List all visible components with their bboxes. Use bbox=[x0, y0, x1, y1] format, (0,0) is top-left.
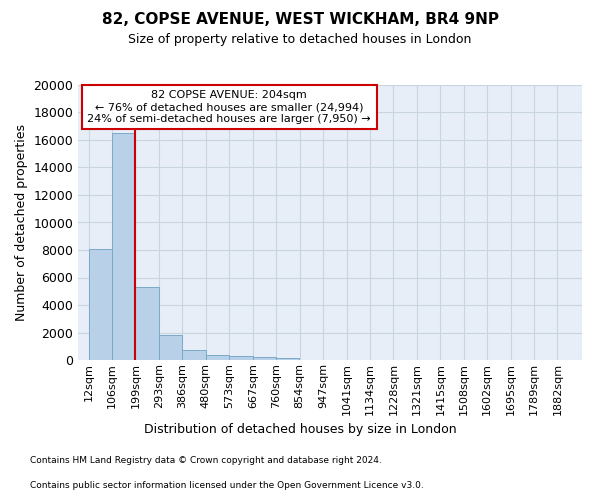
Bar bbox=[276, 358, 299, 360]
Bar bbox=[159, 334, 182, 360]
Bar bbox=[206, 355, 229, 360]
Bar bbox=[136, 287, 159, 360]
Bar bbox=[112, 133, 136, 360]
Text: 82, COPSE AVENUE, WEST WICKHAM, BR4 9NP: 82, COPSE AVENUE, WEST WICKHAM, BR4 9NP bbox=[101, 12, 499, 28]
Text: 82 COPSE AVENUE: 204sqm
← 76% of detached houses are smaller (24,994)
24% of sem: 82 COPSE AVENUE: 204sqm ← 76% of detache… bbox=[88, 90, 371, 124]
Text: Contains HM Land Registry data © Crown copyright and database right 2024.: Contains HM Land Registry data © Crown c… bbox=[30, 456, 382, 465]
Bar bbox=[89, 248, 112, 360]
Text: Contains public sector information licensed under the Open Government Licence v3: Contains public sector information licen… bbox=[30, 481, 424, 490]
Text: Size of property relative to detached houses in London: Size of property relative to detached ho… bbox=[128, 32, 472, 46]
Bar bbox=[253, 358, 276, 360]
Bar bbox=[182, 350, 206, 360]
Y-axis label: Number of detached properties: Number of detached properties bbox=[15, 124, 28, 321]
Text: Distribution of detached houses by size in London: Distribution of detached houses by size … bbox=[143, 422, 457, 436]
Bar bbox=[229, 356, 253, 360]
